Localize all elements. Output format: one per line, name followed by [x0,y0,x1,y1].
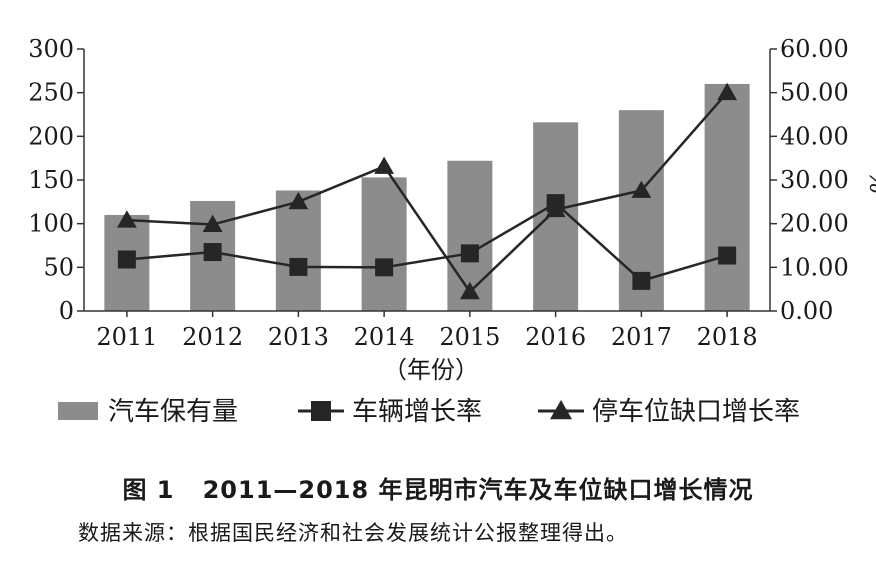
bar-2014 [361,177,407,311]
x-tick-label-2013: 2013 [268,323,329,351]
x-tick-label-2016: 2016 [525,323,586,351]
parking-gap-growth-point-2011 [116,210,137,228]
parking-gap-growth-point-2014 [374,156,395,174]
left-tick-label: 300 [28,35,74,63]
chart: 0 50 100 150 200 250 300 0.00 10.00 20.00 30.00 40.… [28,35,876,427]
legend-label-triangle: 停车位缺口增长率 [592,397,800,427]
axis-labels: 0 50 100 150 200 250 300 0.00 10.00 20.00 30.00 40.… [28,35,876,384]
parking-gap-growth-point-2013 [288,191,309,210]
line-series [116,82,738,300]
right-tick-label: 0.00 [780,297,833,325]
right-tick-label: 10.00 [780,253,849,281]
legend-swatch-square-icon [311,401,331,421]
vehicle-growth-point-2015 [460,244,479,263]
left-tick-label: 50 [43,253,74,281]
x-tick-label-2017: 2017 [611,323,672,351]
parking-gap-growth-point-2012 [202,214,223,232]
legend-swatch-bar [58,402,98,420]
parking-gap-growth-point-2016 [545,199,566,218]
vehicle-growth-point-2011 [117,250,136,269]
bar-2018 [704,83,750,311]
vehicle-growth-point-2017 [632,271,651,290]
x-tick-label-2012: 2012 [182,323,243,351]
left-tick-label: 100 [28,210,74,238]
left-tick-label: 250 [28,79,74,107]
vehicle-growth-point-2013 [289,257,308,276]
right-axis-unit: % [864,172,876,195]
vehicle-growth-point-2014 [375,258,394,277]
parking-gap-growth-point-2018 [717,82,738,101]
data-source-note: 数据来源：根据国民经济和社会发展统计公报整理得出。 [78,521,628,545]
x-tick-label-2011: 2011 [96,323,157,351]
left-tick-label: 0 [59,297,74,325]
bar-2013 [275,190,321,311]
parking-gap-growth-point-2015 [459,281,480,300]
legend-swatch-triangle-icon [550,400,572,420]
x-tick-label-2014: 2014 [354,323,415,351]
x-tick-label-2015: 2015 [439,323,500,351]
left-tick-label: 150 [28,166,74,194]
right-tick-label: 50.00 [780,79,849,107]
legend-label-square: 车辆增长率 [352,397,482,427]
left-tick-label: 200 [28,122,74,150]
parking-gap-growth-point-2017 [631,180,652,198]
right-tick-label: 60.00 [780,35,849,63]
figure-number: 图 1 [122,476,175,504]
right-tick-label: 20.00 [780,210,849,238]
vehicle-growth-point-2018 [718,246,737,265]
right-tick-label: 30.00 [780,166,849,194]
figure-title: 2011—2018 年昆明市汽车及车位缺口增长情况 [202,476,754,504]
vehicle-growth-line [126,201,728,283]
vehicle-growth-point-2012 [203,243,222,262]
figure-caption: 图 1 2011—2018 年昆明市汽车及车位缺口增长情况 [0,470,876,505]
legend-label-bar: 汽车保有量 [108,397,238,427]
parking-gap-growth-line [126,91,729,294]
right-tick-label: 40.00 [780,122,849,150]
x-axis-title: （年份） [383,356,479,384]
axes [77,48,777,317]
x-tick-label-2018: 2018 [697,323,758,351]
legend: 汽车保有量 车辆增长率 停车位缺口增长率 [58,397,800,427]
